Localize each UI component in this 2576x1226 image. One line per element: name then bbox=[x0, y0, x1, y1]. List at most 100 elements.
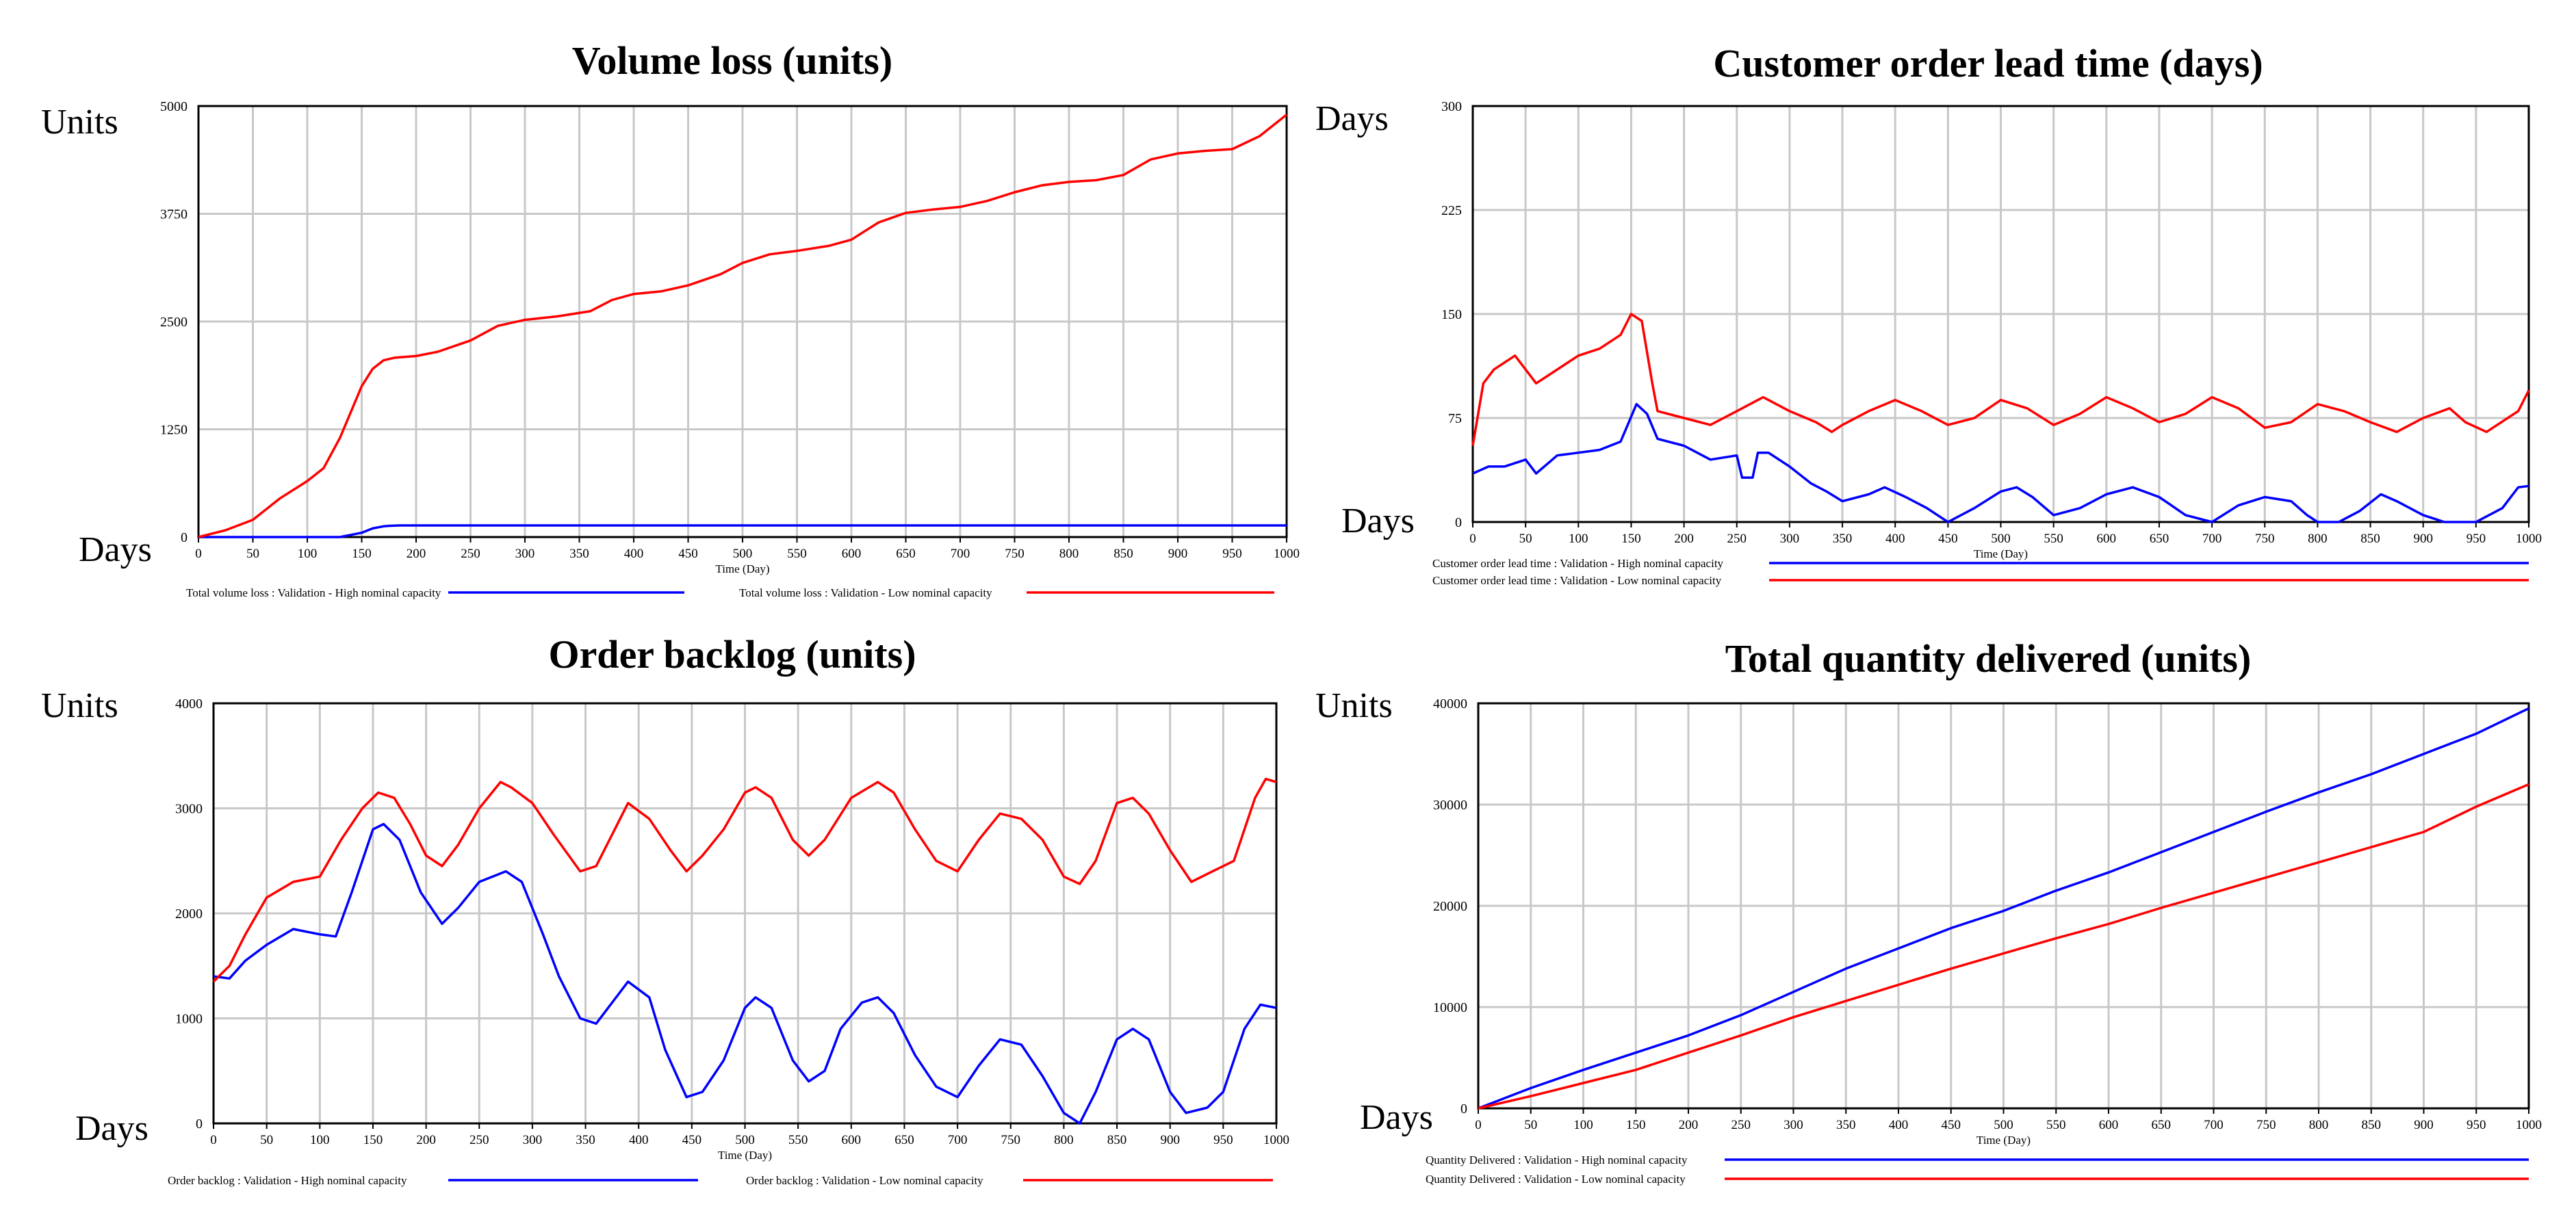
x-tick-label: 0 bbox=[195, 547, 202, 561]
order-backlog-chart: Order backlog (units) Units Days 0 50 100 150 2… bbox=[41, 632, 1289, 1187]
y-tick-label: 0 bbox=[196, 1117, 203, 1132]
x-tick-label: 600 bbox=[2097, 532, 2117, 546]
x-tick-label: 900 bbox=[1160, 1133, 1180, 1147]
x-tick-label: 0 bbox=[210, 1133, 217, 1147]
x-tick-label: 850 bbox=[1107, 1133, 1127, 1147]
legend-label: Order backlog : Validation - Low nominal… bbox=[746, 1174, 983, 1187]
series-line-low-capacity bbox=[1471, 313, 2530, 446]
grid bbox=[214, 703, 1276, 1123]
quantity-delivered-chart: Total quantity delivered (units) Units Day… bbox=[1315, 636, 2542, 1186]
x-tick-label: 800 bbox=[2309, 1118, 2329, 1132]
x-tick-label: 50 bbox=[1519, 532, 1532, 546]
x-tick-label: 900 bbox=[2414, 1118, 2434, 1132]
y-tick-label: 4000 bbox=[175, 696, 203, 712]
x-tick-label: 400 bbox=[1889, 1118, 1909, 1132]
x-tick-label: 0 bbox=[1475, 1118, 1482, 1132]
y-tick-label: 0 bbox=[1460, 1101, 1467, 1117]
x-tick-label: 0 bbox=[1469, 532, 1476, 546]
series-line-high-capacity bbox=[198, 524, 1287, 538]
x-tick-label: 650 bbox=[2150, 532, 2169, 546]
y-tick-label: 40000 bbox=[1433, 696, 1467, 712]
x-tick-label: 600 bbox=[842, 1133, 862, 1147]
x-tick-label: 900 bbox=[2413, 532, 2433, 546]
axis-ticks: 0 50 100 150 200 250 300 350 400 450 500 550 600 650 7… bbox=[1441, 99, 2542, 546]
volume-loss-chart: Volume loss (units) Units Days 0 50 100 150 200… bbox=[41, 38, 1300, 599]
x-tick-label: 300 bbox=[1780, 532, 1800, 546]
x-tick-label: 450 bbox=[682, 1133, 702, 1147]
y-tick-label: 1000 bbox=[175, 1012, 203, 1027]
x-tick-label: 650 bbox=[896, 547, 916, 561]
x-tick-label: 850 bbox=[1113, 547, 1133, 561]
legend-item: Customer order lead time : Validation - … bbox=[1432, 557, 2529, 570]
legend-item: Total volume loss : Validation - Low nom… bbox=[739, 586, 1274, 599]
x-tick-label: 500 bbox=[733, 547, 753, 561]
x-tick-label: 850 bbox=[2362, 1118, 2382, 1132]
x-axis-label: Days bbox=[1360, 1098, 1433, 1137]
x-tick-label: 950 bbox=[2466, 1118, 2486, 1132]
x-axis-title: Time (Day) bbox=[718, 1149, 772, 1162]
x-tick-label: 700 bbox=[2204, 1118, 2224, 1132]
series-line-low-capacity bbox=[198, 114, 1288, 538]
x-tick-label: 800 bbox=[2308, 532, 2328, 546]
y-tick-label: 150 bbox=[1441, 307, 1462, 322]
legend: Quantity Delivered : Validation - High n… bbox=[1426, 1153, 2529, 1186]
x-tick-label: 100 bbox=[1569, 532, 1588, 546]
legend-label: Customer order lead time : Validation - … bbox=[1432, 574, 1722, 587]
y-axis-label: Units bbox=[1315, 686, 1393, 725]
x-tick-label: 550 bbox=[2044, 532, 2063, 546]
x-tick-label: 1000 bbox=[2516, 532, 2542, 546]
x-tick-label: 750 bbox=[1001, 1133, 1021, 1147]
x-tick-label: 100 bbox=[1573, 1118, 1593, 1132]
legend-item: Quantity Delivered : Validation - High n… bbox=[1426, 1153, 2529, 1166]
x-tick-label: 800 bbox=[1054, 1133, 1074, 1147]
x-axis-label: Days bbox=[1341, 501, 1415, 540]
x-axis-title: Time (Day) bbox=[715, 562, 769, 575]
x-axis-title: Time (Day) bbox=[1974, 547, 2028, 560]
x-tick-label: 100 bbox=[310, 1133, 330, 1147]
grid bbox=[1473, 106, 2529, 522]
x-tick-label: 750 bbox=[2255, 532, 2275, 546]
axis-ticks: 0 50 100 150 200 250 300 350 400 450 500 550 600 650 7… bbox=[1433, 696, 2542, 1132]
x-tick-label: 50 bbox=[1524, 1118, 1537, 1132]
x-tick-label: 800 bbox=[1059, 547, 1079, 561]
y-tick-label: 300 bbox=[1441, 99, 1462, 114]
lead-time-chart: Customer order lead time (days) Days Days 0… bbox=[1315, 41, 2542, 587]
x-tick-label: 850 bbox=[2360, 532, 2380, 546]
x-tick-label: 200 bbox=[1674, 532, 1694, 546]
x-tick-label: 250 bbox=[461, 547, 480, 561]
legend: Order backlog : Validation - High nomina… bbox=[168, 1174, 1273, 1187]
legend-label: Total volume loss : Validation - Low nom… bbox=[739, 586, 992, 599]
x-tick-label: 400 bbox=[1885, 532, 1905, 546]
x-tick-label: 950 bbox=[1213, 1133, 1233, 1147]
legend-label: Quantity Delivered : Validation - High n… bbox=[1426, 1153, 1688, 1166]
y-tick-label: 20000 bbox=[1433, 899, 1467, 914]
y-tick-label: 30000 bbox=[1433, 798, 1467, 813]
x-tick-label: 100 bbox=[298, 547, 318, 561]
x-tick-label: 550 bbox=[788, 1133, 808, 1147]
x-tick-label: 500 bbox=[1994, 1118, 2013, 1132]
x-axis-title: Time (Day) bbox=[1976, 1134, 2031, 1147]
legend-label: Total volume loss : Validation - High no… bbox=[186, 586, 441, 599]
legend-item: Customer order lead time : Validation - … bbox=[1432, 574, 2529, 587]
axis-ticks: 0 50 100 150 200 250 300 350 400 450 500 550 600 650 7… bbox=[160, 99, 1300, 561]
x-axis-label: Days bbox=[75, 1109, 149, 1148]
x-tick-label: 750 bbox=[2256, 1118, 2276, 1132]
y-axis-label: Units bbox=[41, 103, 118, 142]
x-tick-label: 950 bbox=[1222, 547, 1242, 561]
x-tick-label: 50 bbox=[260, 1133, 273, 1147]
x-tick-label: 600 bbox=[842, 547, 862, 561]
x-tick-label: 450 bbox=[678, 547, 698, 561]
axis-ticks: 0 50 100 150 200 250 300 350 400 450 500 550 600 650 7… bbox=[175, 696, 1289, 1147]
x-tick-label: 300 bbox=[515, 547, 535, 561]
x-tick-label: 1000 bbox=[1263, 1133, 1289, 1147]
x-tick-label: 650 bbox=[2152, 1118, 2172, 1132]
legend-item: Total volume loss : Validation - High no… bbox=[186, 586, 684, 599]
x-tick-label: 150 bbox=[352, 547, 372, 561]
y-tick-label: 3750 bbox=[160, 207, 188, 222]
legend-item: Quantity Delivered : Validation - Low no… bbox=[1426, 1173, 2529, 1186]
series-line-low-capacity bbox=[1478, 783, 2529, 1110]
series-line-high-capacity bbox=[1478, 707, 2529, 1110]
legend-item: Order backlog : Validation - High nomina… bbox=[168, 1174, 698, 1187]
series-line-high-capacity bbox=[213, 822, 1277, 1125]
